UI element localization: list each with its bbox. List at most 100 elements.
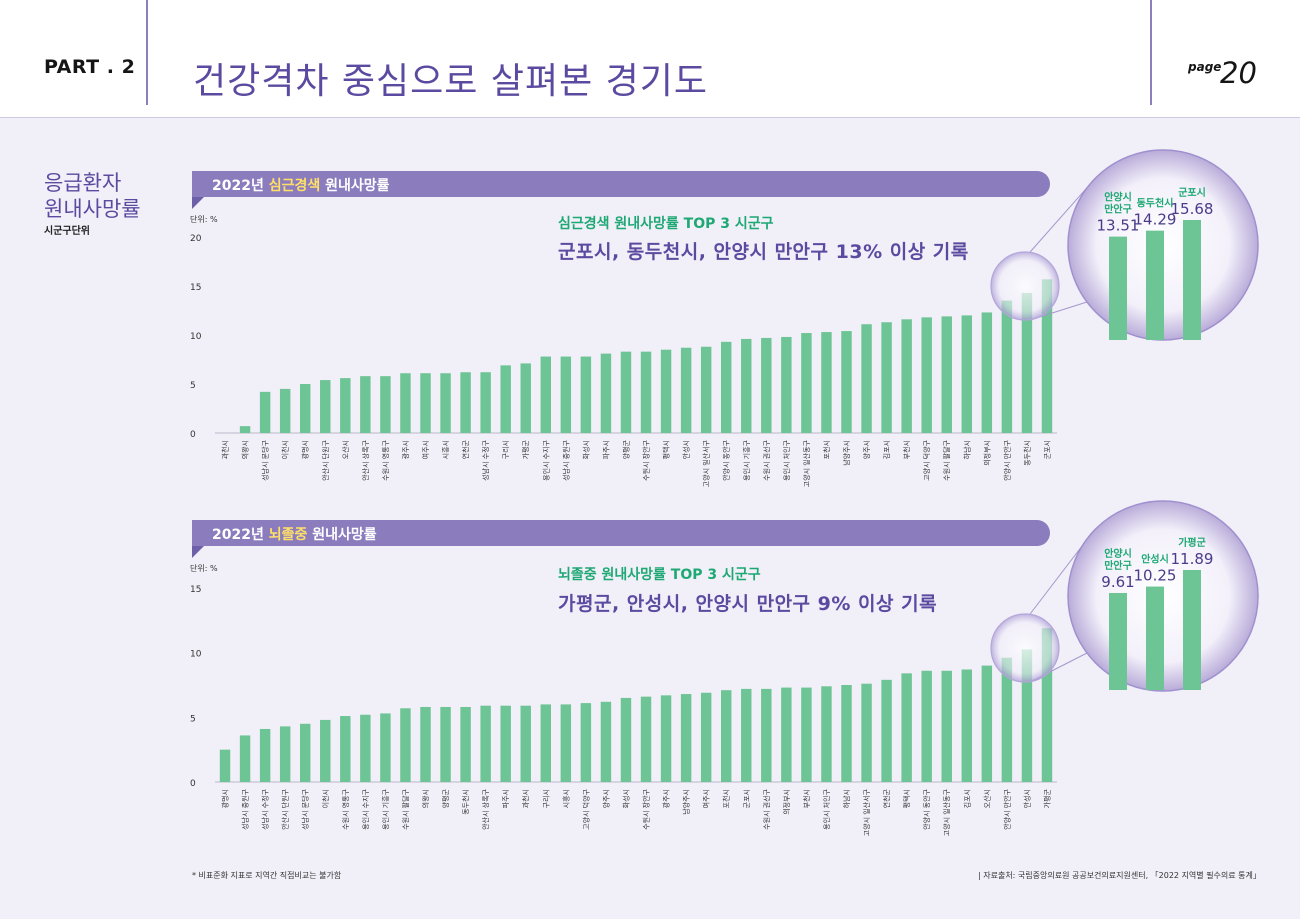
chart1-category-label: 안산시 단원구 (321, 439, 330, 480)
chart1-category-label: 김포시 (883, 440, 891, 459)
chart2-bar (480, 705, 491, 782)
chart2-category-label: 안산시 단원구 (281, 788, 290, 829)
chart1-bar (1021, 292, 1033, 433)
chart1-y-tick: 0 (190, 430, 196, 440)
chart1-bar (821, 332, 832, 433)
chart1-zoom-bar (1146, 230, 1164, 340)
chart1-category-label: 하남시 (962, 440, 971, 459)
chart1-unit: 단위: % (190, 215, 218, 224)
chart2-category-label: 광주시 (663, 789, 671, 808)
chart2-bar (700, 692, 712, 782)
chart2-bar (1021, 649, 1033, 782)
chart1-category-label: 포천시 (822, 440, 831, 459)
chart2-bar (781, 687, 792, 782)
chart2-category-label: 의정부시 (782, 789, 791, 815)
chart2-category-label: 수원시 권선구 (762, 788, 771, 829)
header-divider-right (1150, 0, 1152, 105)
chart2-bar (500, 705, 511, 782)
chart1-category-label: 평택시 (662, 440, 671, 459)
chart1-y-tick: 20 (190, 234, 202, 244)
chart2-category-label: 부천시 (802, 789, 811, 808)
chart1-bar (761, 337, 772, 433)
chart1-category-label: 파주시 (601, 440, 610, 459)
chart1-zoom-value: 14.29 (1134, 211, 1177, 229)
chart2-y-tick: 5 (190, 714, 196, 724)
chart2-bar (380, 713, 391, 782)
chart2-bar (981, 665, 993, 782)
chart1-category-label: 부천시 (902, 440, 911, 459)
chart2-category-label: 안양시 만안구 (1002, 788, 1011, 829)
chart1-banner-year: 2022년 (212, 178, 264, 194)
chart1-banner-tail (192, 197, 204, 209)
chart1-top3-text: 군포시, 동두천시, 안양시 만안구 13% 이상 기록 (558, 241, 969, 263)
chart1-bar (1001, 300, 1013, 433)
chart1-zoom-label: 안양시 (1104, 191, 1132, 204)
chart2-bar (219, 749, 231, 782)
chart1-bar (560, 356, 572, 433)
chart2-bar (520, 705, 531, 782)
chart1-bar (881, 322, 892, 433)
chart2-bar (801, 687, 812, 782)
chart1-bar (360, 376, 371, 433)
chart2-bar (540, 704, 551, 782)
chart2-category-label: 양주시 (602, 789, 610, 808)
chart1-bar (420, 373, 431, 433)
chart1-category-label: 안산시 상록구 (361, 439, 370, 480)
chart2-bar (761, 688, 772, 782)
chart1-bar (660, 349, 672, 433)
chart2-category-label: 평택시 (902, 789, 911, 808)
chart1-zoom-bar (1109, 236, 1127, 340)
chart1-zoom-bar (1183, 220, 1201, 340)
chart2-category-label: 구리시 (541, 789, 550, 808)
section-title-line1: 응급환자 (44, 171, 122, 195)
chart1-bar (961, 315, 972, 433)
chart2-category-label: 안성시 (1022, 789, 1031, 808)
chart1-category-label: 안성시 (682, 440, 691, 459)
chart2-category-label: 남양주시 (682, 789, 691, 815)
chart1-category-label: 고양시 일산동구 (802, 439, 811, 487)
chart1-category-label: 시흥시 (441, 440, 450, 459)
chart2-bar (259, 728, 271, 782)
chart1-banner-highlight: 심근경색 (268, 178, 321, 194)
chart2-top3-text: 가평군, 안성시, 안양시 만안구 9% 이상 기록 (558, 593, 938, 615)
chart1-banner: 2022년 심근경색 원내사망률 (192, 171, 1050, 197)
chart1-zoom-label: 군포시 (1178, 187, 1206, 199)
chart2-zoom-bar (1183, 570, 1201, 690)
chart2-bar (821, 686, 832, 782)
chart1-category-label: 고양시 일산서구 (702, 439, 711, 487)
chart1-bar (540, 356, 551, 433)
chart2-zoom-bar (1146, 586, 1164, 690)
chart1-category-label: 수원시 장안구 (642, 439, 651, 480)
chart2-category-label: 고양시 일산동구 (942, 788, 951, 836)
chart2-bar (721, 690, 732, 782)
chart2-bar (660, 695, 672, 782)
chart2-category-label: 용인시 기흥구 (381, 788, 390, 829)
chart1-bar (380, 376, 391, 433)
chart2-category-label: 광명시 (221, 789, 230, 808)
page-header: PART . 2 건강격차 중심으로 살펴본 경기도 page 20 (0, 0, 1300, 118)
chart1-category-label: 안양시 동안구 (722, 439, 731, 480)
chart2-unit: 단위: % (190, 564, 218, 573)
chart1-category-label: 안양시 만안구 (1002, 439, 1011, 480)
chart1-category-label: 군포시 (1043, 440, 1051, 459)
chart1-bar (741, 338, 752, 433)
chart1-y-tick: 10 (190, 332, 202, 342)
chart2-category-label: 가평군 (1042, 788, 1051, 808)
chart1-bar (400, 373, 411, 433)
chart2-banner-highlight: 뇌졸중 (268, 527, 308, 543)
chart1-category-label: 성남시 중원구 (561, 439, 570, 480)
chart1-category-label: 용인시 기흥구 (742, 439, 751, 480)
section-subtitle: 시군구단위 (44, 226, 90, 237)
chart1-bar (480, 372, 491, 433)
chart2-zoom-label: 만안구 (1104, 559, 1132, 572)
chart2-category-label: 안양시 동안구 (922, 788, 931, 829)
chart2-bar (460, 706, 471, 782)
chart2-category-label: 성남시 분당구 (301, 788, 310, 829)
chart1-bar (500, 365, 511, 433)
chart2-bar (741, 688, 752, 782)
chart1-category-label: 성남시 분당구 (261, 439, 270, 480)
chart1-bar (680, 347, 692, 433)
chart2-bar (279, 726, 291, 782)
chart1-category-label: 이천시 (281, 440, 290, 459)
